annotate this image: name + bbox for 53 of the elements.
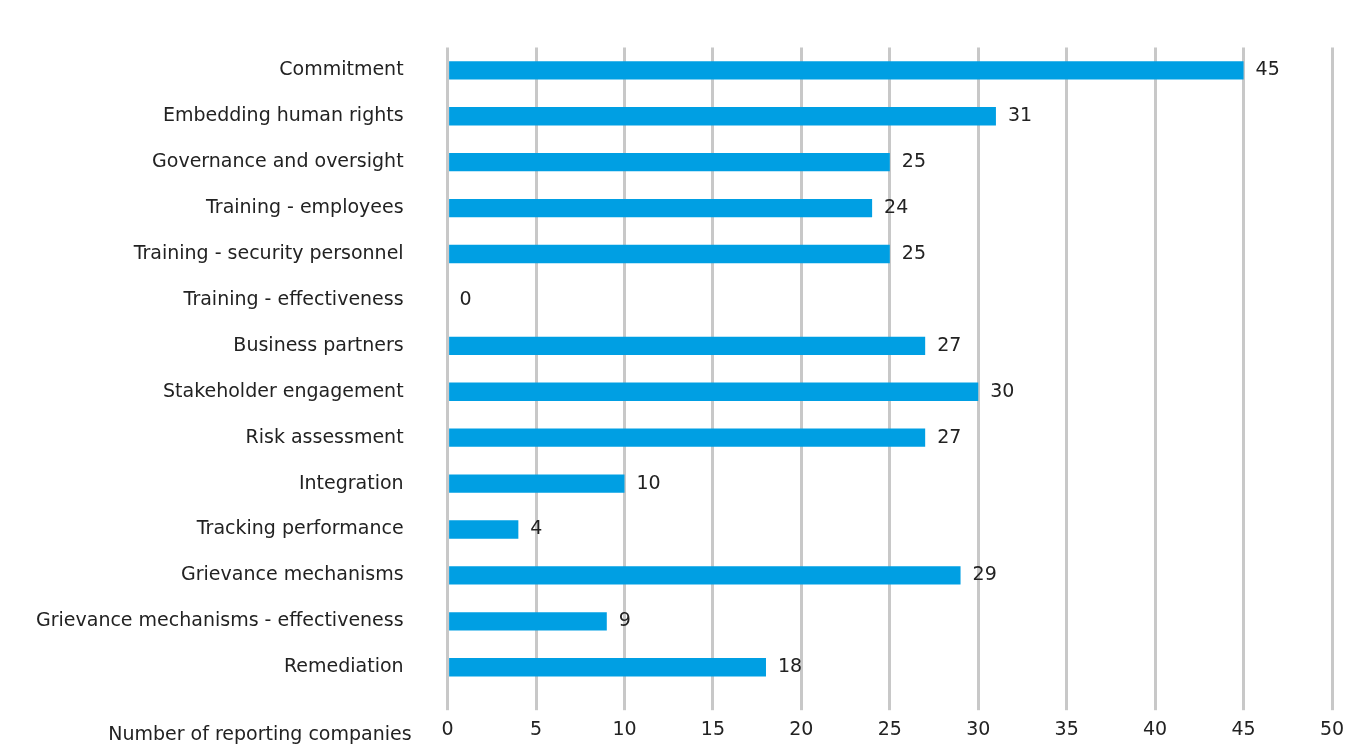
y-tick-label: Stakeholder engagement [163, 378, 404, 401]
data-label: 31 [1007, 103, 1033, 126]
y-tick-label: Training - employees [205, 195, 404, 218]
bar [449, 520, 519, 539]
y-tick-label: Tracking performance [195, 516, 404, 539]
x-tick-label: 50 [1319, 716, 1345, 739]
bar [449, 244, 890, 264]
bar [449, 566, 961, 585]
y-tick-label: Integration [298, 470, 404, 493]
data-label: 25 [901, 149, 926, 172]
bar [449, 107, 996, 126]
y-tick-label: Business partners [233, 332, 404, 355]
y-tick-label: Grievance mechanisms [181, 562, 404, 585]
x-tick-label: 10 [612, 716, 637, 739]
y-tick-label: Training - effectiveness [182, 286, 404, 309]
data-label: 9 [618, 608, 631, 631]
data-label: 30 [990, 378, 1015, 401]
y-tick-label: Governance and oversight [152, 149, 404, 172]
data-label: 27 [937, 424, 962, 447]
x-tick-label: 35 [1054, 716, 1079, 739]
x-tick-label: 45 [1231, 716, 1256, 739]
bar [449, 474, 625, 493]
y-tick-label: Embedding human rights [162, 103, 404, 126]
y-tick-label: Risk assessment [245, 424, 404, 447]
y-tick-label: Training - security personnel [132, 240, 404, 263]
x-tick-label: 40 [1143, 716, 1168, 739]
bar [449, 428, 926, 447]
bar [449, 336, 926, 356]
bar [449, 198, 873, 218]
x-tick-label: 25 [877, 716, 902, 739]
x-tick-label: 5 [530, 716, 543, 739]
data-label: 29 [972, 562, 997, 585]
bar [449, 612, 607, 631]
data-label: 27 [937, 332, 962, 355]
x-tick-label: 15 [700, 716, 726, 739]
data-label: 25 [901, 240, 926, 263]
bar [449, 61, 1244, 80]
x-tick-label: 0 [441, 716, 454, 739]
bar [449, 658, 766, 677]
data-label: 10 [636, 470, 661, 493]
bar [449, 382, 979, 401]
data-label: 18 [777, 654, 803, 677]
data-label: 4 [530, 516, 543, 539]
y-tick-label: Remediation [283, 654, 404, 677]
x-tick-label: 20 [789, 716, 814, 739]
bar [449, 153, 890, 172]
data-label: 24 [884, 195, 909, 218]
y-tick-label: Grievance mechanisms - effectiveness [36, 608, 404, 631]
x-tick-label: 30 [966, 716, 991, 739]
data-label: 45 [1255, 57, 1280, 80]
data-label: 0 [459, 286, 472, 309]
y-tick-label: Commitment [279, 57, 404, 80]
x-axis-title: Number of reporting companies [108, 721, 412, 744]
